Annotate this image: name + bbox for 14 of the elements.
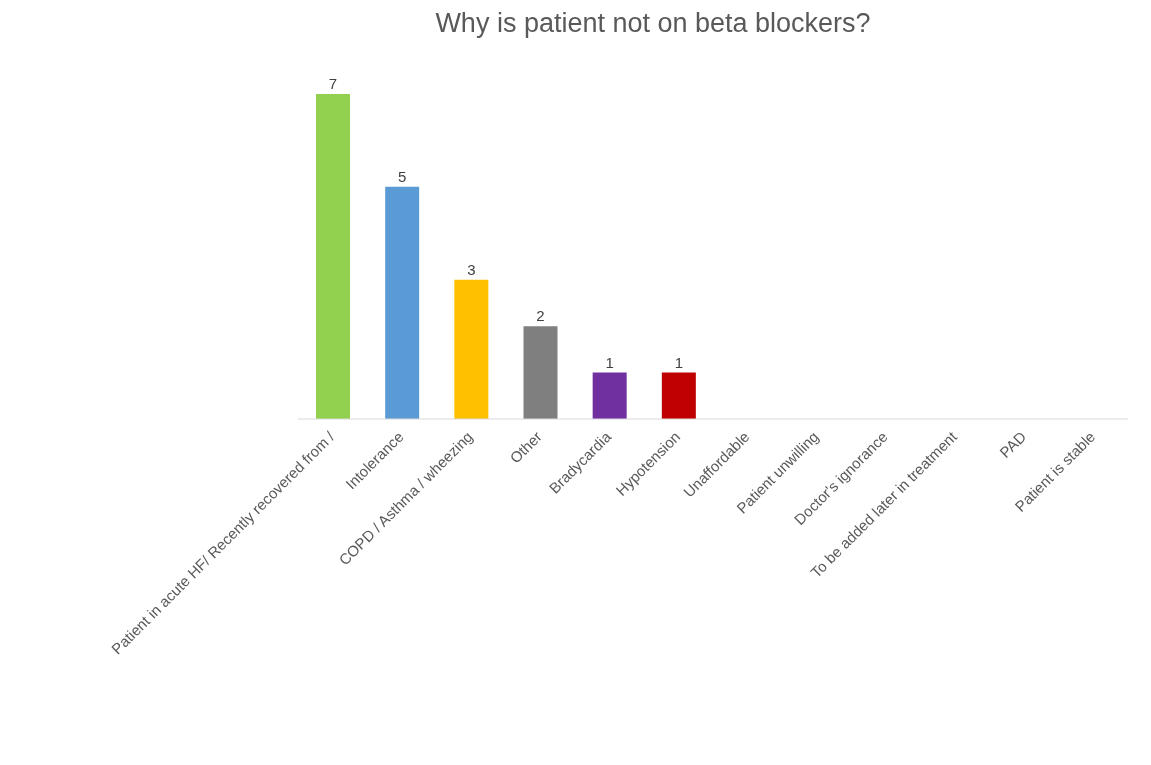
data-label: 3 bbox=[467, 260, 476, 278]
data-label: 2 bbox=[536, 307, 545, 325]
bar bbox=[385, 186, 420, 419]
data-label: 1 bbox=[674, 353, 684, 371]
bar bbox=[661, 372, 696, 419]
bar bbox=[592, 372, 627, 419]
bar bbox=[316, 94, 350, 419]
bar bbox=[523, 326, 558, 419]
bar bbox=[454, 279, 489, 419]
data-label: 7 bbox=[328, 75, 338, 92]
data-label: 5 bbox=[397, 167, 407, 185]
data-label: 1 bbox=[605, 353, 614, 371]
chart-title: Why is patient not on beta blockers? bbox=[434, 8, 872, 39]
x-tick-label: PAD bbox=[996, 427, 1030, 461]
